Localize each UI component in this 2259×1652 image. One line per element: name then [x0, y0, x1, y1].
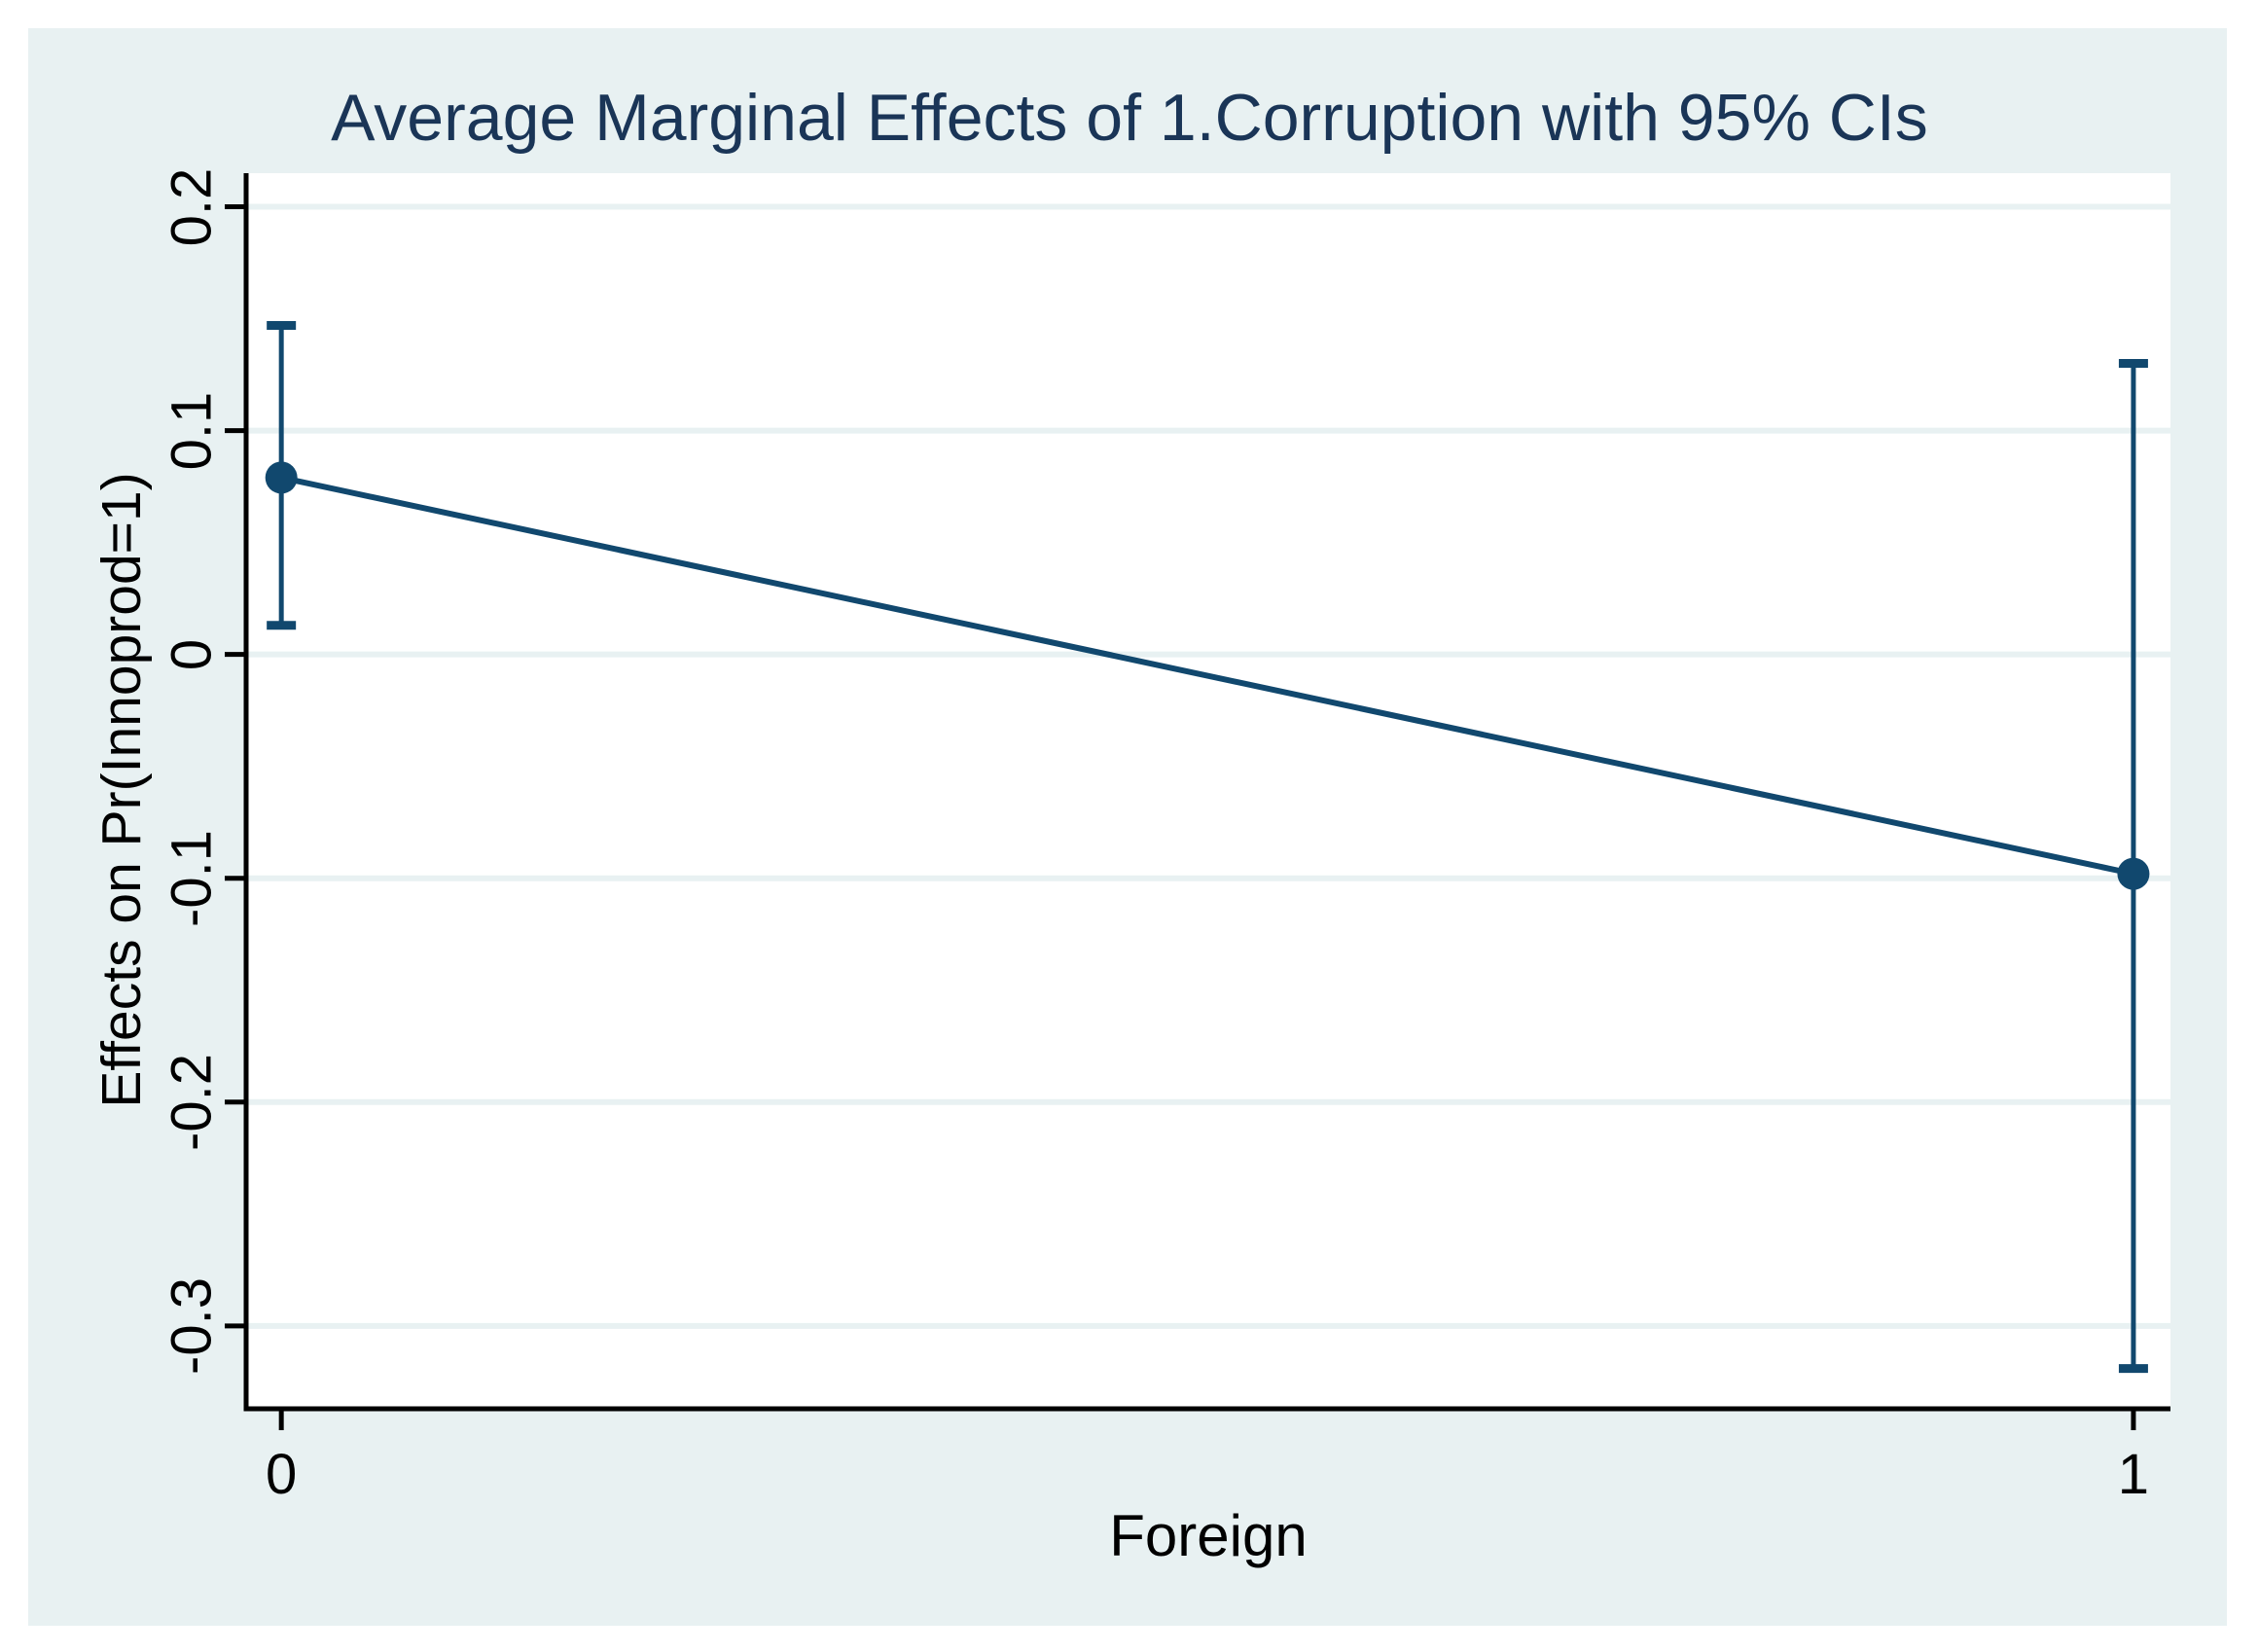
y-tick-label: 0.1 — [160, 391, 224, 470]
y-tick-label: -0.1 — [160, 829, 224, 927]
y-tick-label: 0 — [160, 638, 224, 670]
y-tick-label: -0.2 — [160, 1053, 224, 1151]
x-axis-title: Foreign — [1109, 1503, 1308, 1568]
plot-area — [246, 173, 2170, 1409]
trend-line — [280, 474, 2134, 878]
chart-title: Average Marginal Effects of 1.Corruption… — [331, 81, 1928, 155]
y-axis-title: Effects on Pr(Innoprod=1) — [90, 472, 153, 1108]
y-tick-label: 0.2 — [160, 167, 224, 246]
data-point-marker — [2117, 857, 2150, 890]
y-tick-label: -0.3 — [160, 1276, 224, 1375]
x-tick-label: 0 — [266, 1443, 298, 1506]
data-point-marker — [265, 461, 298, 494]
x-tick-label: 1 — [2117, 1443, 2150, 1506]
